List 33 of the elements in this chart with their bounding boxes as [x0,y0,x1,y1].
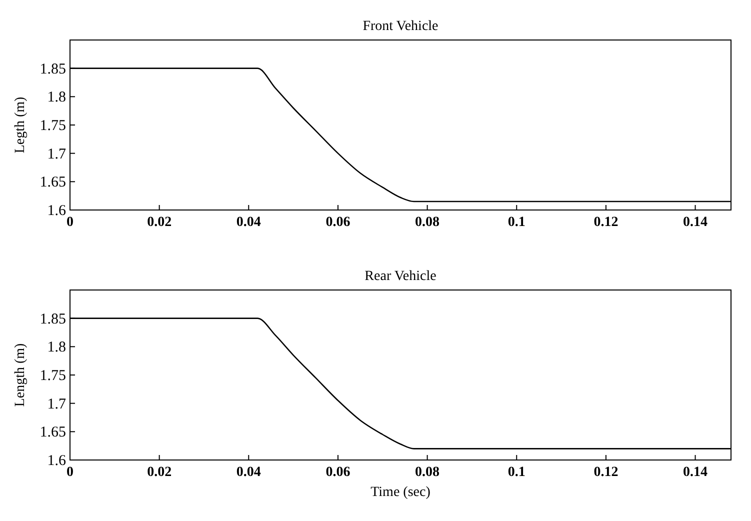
x-tick-label: 0.14 [683,215,708,230]
y-axis-title: Legth (m) [13,96,28,154]
x-tick-label: 0.06 [326,215,350,230]
x-tick-label: 0.02 [147,215,172,230]
x-tick-label: 0.12 [594,465,618,480]
x-tick-label: 0.1 [508,465,526,480]
x-tick-label: 0.04 [236,215,261,230]
x-tick-label: 0.12 [594,215,618,230]
x-tick-label: 0.08 [415,465,440,480]
y-tick-label: 1.6 [47,203,66,219]
x-tick-label: 0.08 [415,215,440,230]
y-axis-title: Length (m) [13,342,28,407]
x-tick-label: 0.04 [236,465,261,480]
x-tick-label: 0.1 [508,215,526,230]
chart-title: Rear Vehicle [364,269,436,284]
x-tick-label: 0.02 [147,465,172,480]
y-tick-label: 1.65 [40,424,66,441]
y-tick-label: 1.8 [47,90,66,106]
y-tick-label: 1.8 [47,340,66,356]
x-axis-title: Time (sec) [370,485,431,500]
y-tick-label: 1.75 [40,118,66,134]
x-tick-label: 0.14 [683,465,708,480]
y-tick-label: 1.65 [40,174,66,191]
y-tick-label: 1.6 [47,453,66,469]
y-tick-label: 1.85 [40,311,66,328]
y-tick-label: 1.85 [40,61,66,78]
y-tick-label: 1.7 [47,396,66,412]
y-tick-label: 1.75 [40,368,66,384]
chart-title: Front Vehicle [362,19,438,34]
x-tick-label: 0 [66,215,74,230]
x-tick-label: 0.06 [326,465,350,480]
x-tick-label: 0 [66,465,74,480]
y-tick-label: 1.7 [47,146,66,162]
